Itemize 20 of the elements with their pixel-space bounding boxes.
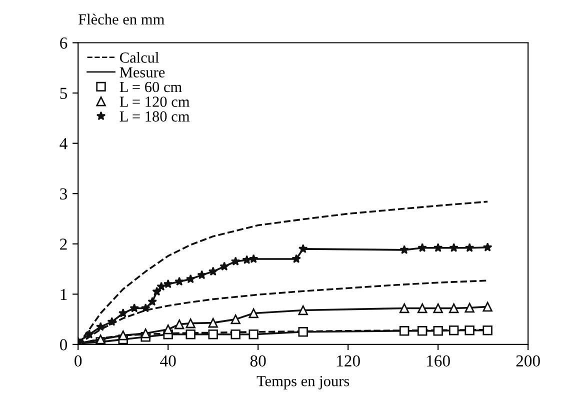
y-tick-label: 4 [60, 138, 68, 150]
y-tick-label: 5 [60, 88, 68, 99]
annotation: Calcul [120, 52, 159, 63]
x-tick-label: 80 [250, 355, 266, 367]
x-tick-label: 200 [516, 355, 540, 367]
y-axis-title: Flèche en mm [78, 14, 164, 25]
x-tick-label: 160 [427, 355, 450, 367]
y-tick-label: 1 [60, 288, 67, 300]
annotation: Mesure [120, 67, 165, 78]
x-tick-label: 120 [337, 355, 360, 367]
legend-label: L = 120 cm [120, 96, 190, 107]
legend-label: L = 180 cm [120, 111, 190, 122]
y-tick-label: 3 [60, 188, 68, 200]
y-tick-label: 6 [60, 37, 68, 49]
y-tick-label: 0 [60, 339, 68, 350]
x-tick-label: 40 [160, 355, 176, 367]
x-tick-label: 0 [74, 355, 82, 367]
y-tick-label: 2 [60, 238, 67, 250]
x-axis-title: Temps en jours [256, 376, 350, 390]
legend-label: L = 60 cm [120, 82, 182, 92]
